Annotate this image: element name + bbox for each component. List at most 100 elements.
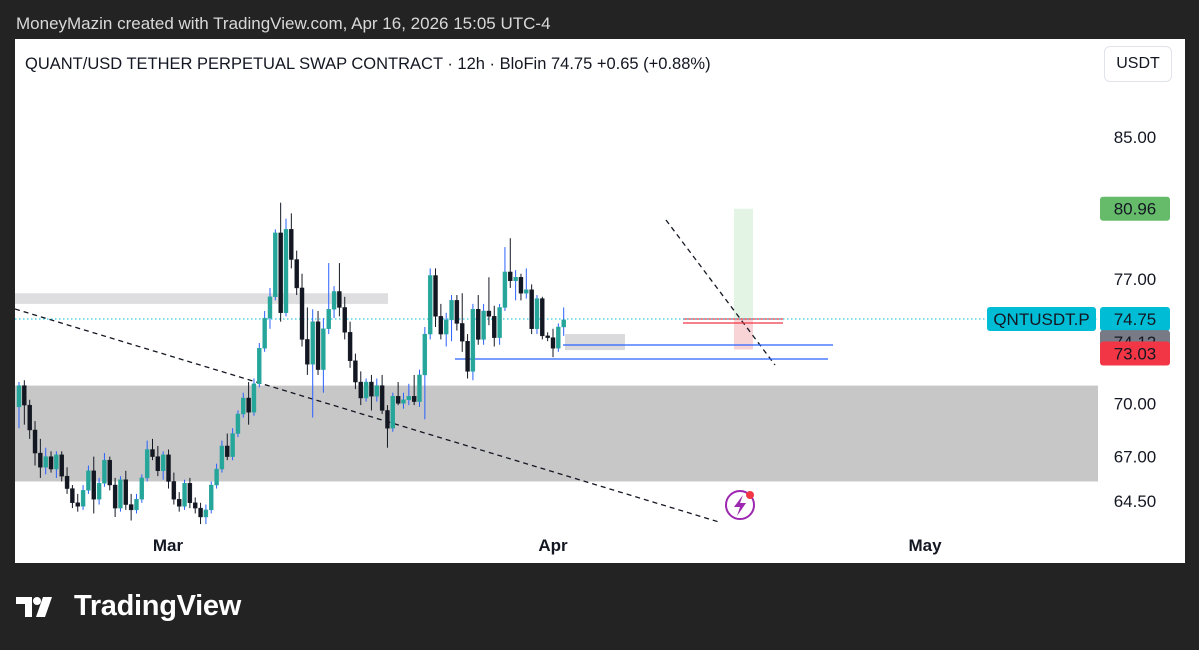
candle-body [433,275,438,317]
candle-body [209,484,214,511]
long-trendline [15,308,720,523]
y-tick-label: 70.00 [1114,394,1157,413]
lightning-icon[interactable] [725,490,755,520]
candle-body [273,232,278,298]
candle-body [502,271,508,308]
candle-body [310,321,315,365]
candle-body [524,289,529,294]
candle-body [470,309,476,372]
candle-body [454,300,460,324]
candle-body [513,277,518,282]
candle-body [187,483,193,503]
candle-body [257,348,262,385]
chart-panel[interactable]: 85.00 77.00 70.00 67.00 64.50 Mar Apr May 80.96 Q… [15,39,1185,563]
candle-body [80,490,86,507]
price-chart[interactable]: 85.00 77.00 70.00 67.00 64.50 Mar Apr May 80.96 Q… [15,39,1185,563]
candle-body [160,454,166,472]
price-label-last-text: 74.75 [1114,310,1157,329]
price-label-symbol [987,307,1096,331]
candle-body [112,484,118,509]
chart-attribution: MoneyMazin created with TradingView.com,… [16,14,551,33]
candle-body [278,232,283,313]
candle-body [214,468,219,486]
candle-body [203,509,209,518]
candle-body [193,502,198,509]
candle-body [342,307,347,333]
candle-body [444,319,449,335]
candle-body [508,271,513,282]
candle-body [134,499,139,511]
candle-body [91,470,96,500]
candle-body [540,298,545,337]
candle-body [492,316,497,338]
candle-body [529,289,534,329]
price-label-symbol-text: QNTUSDT.P [993,310,1089,329]
candle-body [497,307,502,338]
price-label-stop [1100,341,1170,366]
candle-body [486,310,492,317]
candle-body [107,459,112,486]
candle-body [358,381,363,399]
candle-body [518,277,524,294]
candle-body [326,309,331,329]
candle-body [556,326,561,349]
candle-body [534,298,540,329]
candle-body [43,456,48,468]
candle-body [476,309,481,340]
x-tick-label: Mar [153,536,184,555]
candle-body [225,445,230,457]
candle-body [289,229,294,260]
tradingview-logo-icon [16,596,52,617]
demand-zone [15,385,1098,482]
retest-zone [565,334,625,351]
candle-body [550,337,556,349]
candle-body [182,483,187,507]
candle-body [70,488,75,503]
candle-body [411,396,417,402]
price-label-target [1100,196,1170,221]
candle-body [369,381,374,397]
candle-body [545,335,550,338]
candle-body [176,499,182,507]
candle-body [294,259,299,289]
candle-body [171,481,177,500]
currency-button[interactable]: USDT [1104,46,1172,82]
candle-body [102,459,107,484]
price-label-stop-text: 73.03 [1114,345,1157,364]
candle-body [22,385,27,406]
candle-body [481,310,486,340]
candle-body [48,456,54,470]
candle-body [241,397,246,415]
candle-body [337,291,342,308]
y-tick-label: 85.00 [1114,128,1157,147]
candle-body [331,291,337,310]
candle-body [460,323,465,342]
candle-body [198,507,203,518]
candle-body [449,300,454,321]
candle-body [305,339,310,365]
target-area [734,208,753,319]
candle-body [262,317,267,349]
candle-body [561,319,566,328]
short-trendline [665,219,776,366]
candle-body [417,374,422,402]
stop-area [734,319,753,350]
candle-body [86,470,91,491]
chart-title: QUANT/USD TETHER PERPETUAL SWAP CONTRACT… [25,55,711,73]
candle-body [235,413,241,434]
price-label-last [1100,307,1170,331]
candle-body [166,454,171,482]
candle-body [406,396,412,400]
candle-body [144,449,150,479]
candle-body [385,410,390,429]
candle-body [96,483,102,500]
candle-body [123,479,129,505]
tradingview-logo[interactable]: TradingView [16,590,241,623]
x-tick-label: Apr [538,536,568,555]
candle-body [267,296,273,319]
candle-body [219,445,225,470]
x-tick-label: May [908,536,942,555]
candle-body [390,396,395,429]
candle-body [150,449,155,457]
candle-body [230,433,235,457]
